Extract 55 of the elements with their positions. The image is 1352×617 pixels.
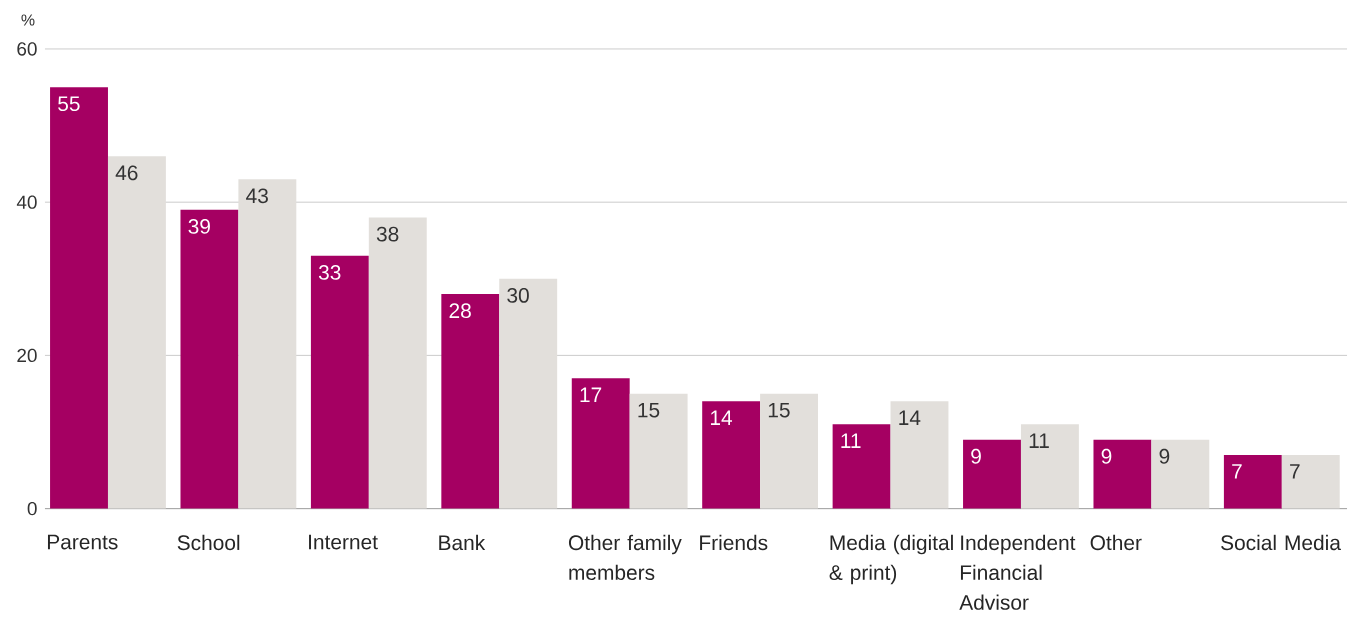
x-tick-label: Friends bbox=[700, 535, 768, 551]
x-tick-label: Independent Financial Advisor bbox=[959, 535, 1076, 611]
data-label: 14 bbox=[899, 410, 921, 426]
bar bbox=[1281, 455, 1340, 509]
bar bbox=[963, 439, 1021, 509]
data-label: 7 bbox=[1232, 464, 1242, 479]
x-tick-label: Internet bbox=[309, 535, 378, 550]
data-label: 11 bbox=[1029, 433, 1049, 449]
y-tick-label: 40 bbox=[16, 195, 37, 210]
y-tick-label: 20 bbox=[17, 348, 37, 363]
x-tick-label: Bank bbox=[439, 535, 486, 551]
y-tick-label: 60 bbox=[17, 42, 37, 56]
data-label: 43 bbox=[246, 188, 268, 204]
bar bbox=[571, 378, 630, 509]
bar bbox=[107, 156, 166, 509]
bar bbox=[238, 179, 297, 509]
data-label: 9 bbox=[1101, 449, 1112, 464]
data-label: 30 bbox=[507, 288, 529, 304]
data-label: 7 bbox=[1290, 464, 1300, 479]
x-tick-label: Social Media bbox=[1221, 535, 1341, 551]
bar bbox=[629, 393, 688, 509]
bar bbox=[760, 393, 819, 509]
bar bbox=[702, 401, 761, 509]
data-label: 15 bbox=[638, 403, 660, 418]
bar bbox=[50, 87, 108, 509]
x-tick-label: Other family members bbox=[568, 535, 682, 581]
x-tick-label: Other bbox=[1090, 535, 1142, 551]
data-label: 15 bbox=[768, 403, 790, 418]
data-label: 11 bbox=[841, 433, 861, 449]
bar bbox=[368, 217, 427, 509]
data-label: 28 bbox=[449, 303, 471, 319]
bar bbox=[1020, 424, 1079, 509]
data-label: 38 bbox=[376, 226, 399, 242]
data-label: 9 bbox=[1159, 449, 1170, 464]
bar bbox=[1151, 439, 1210, 509]
data-label: 39 bbox=[188, 219, 210, 235]
x-tick-label: Parents bbox=[47, 535, 118, 550]
bar bbox=[441, 294, 500, 509]
bar bbox=[310, 256, 369, 509]
bar bbox=[1223, 455, 1282, 509]
bar bbox=[180, 210, 239, 509]
data-label: 14 bbox=[710, 410, 733, 426]
y-tick-label: 0 bbox=[27, 502, 37, 516]
data-label: 17 bbox=[580, 387, 602, 403]
data-label: 33 bbox=[318, 265, 341, 281]
data-label: 9 bbox=[971, 449, 981, 464]
y-axis-title: % bbox=[21, 14, 35, 26]
x-tick-label: School bbox=[177, 535, 240, 551]
data-label: 46 bbox=[115, 165, 138, 181]
bar bbox=[499, 279, 558, 509]
bar bbox=[1093, 439, 1152, 509]
data-label: 55 bbox=[58, 96, 80, 112]
bar bbox=[890, 401, 949, 509]
x-tick-label: Media (digital & print) bbox=[829, 535, 953, 585]
bar bbox=[832, 424, 891, 509]
